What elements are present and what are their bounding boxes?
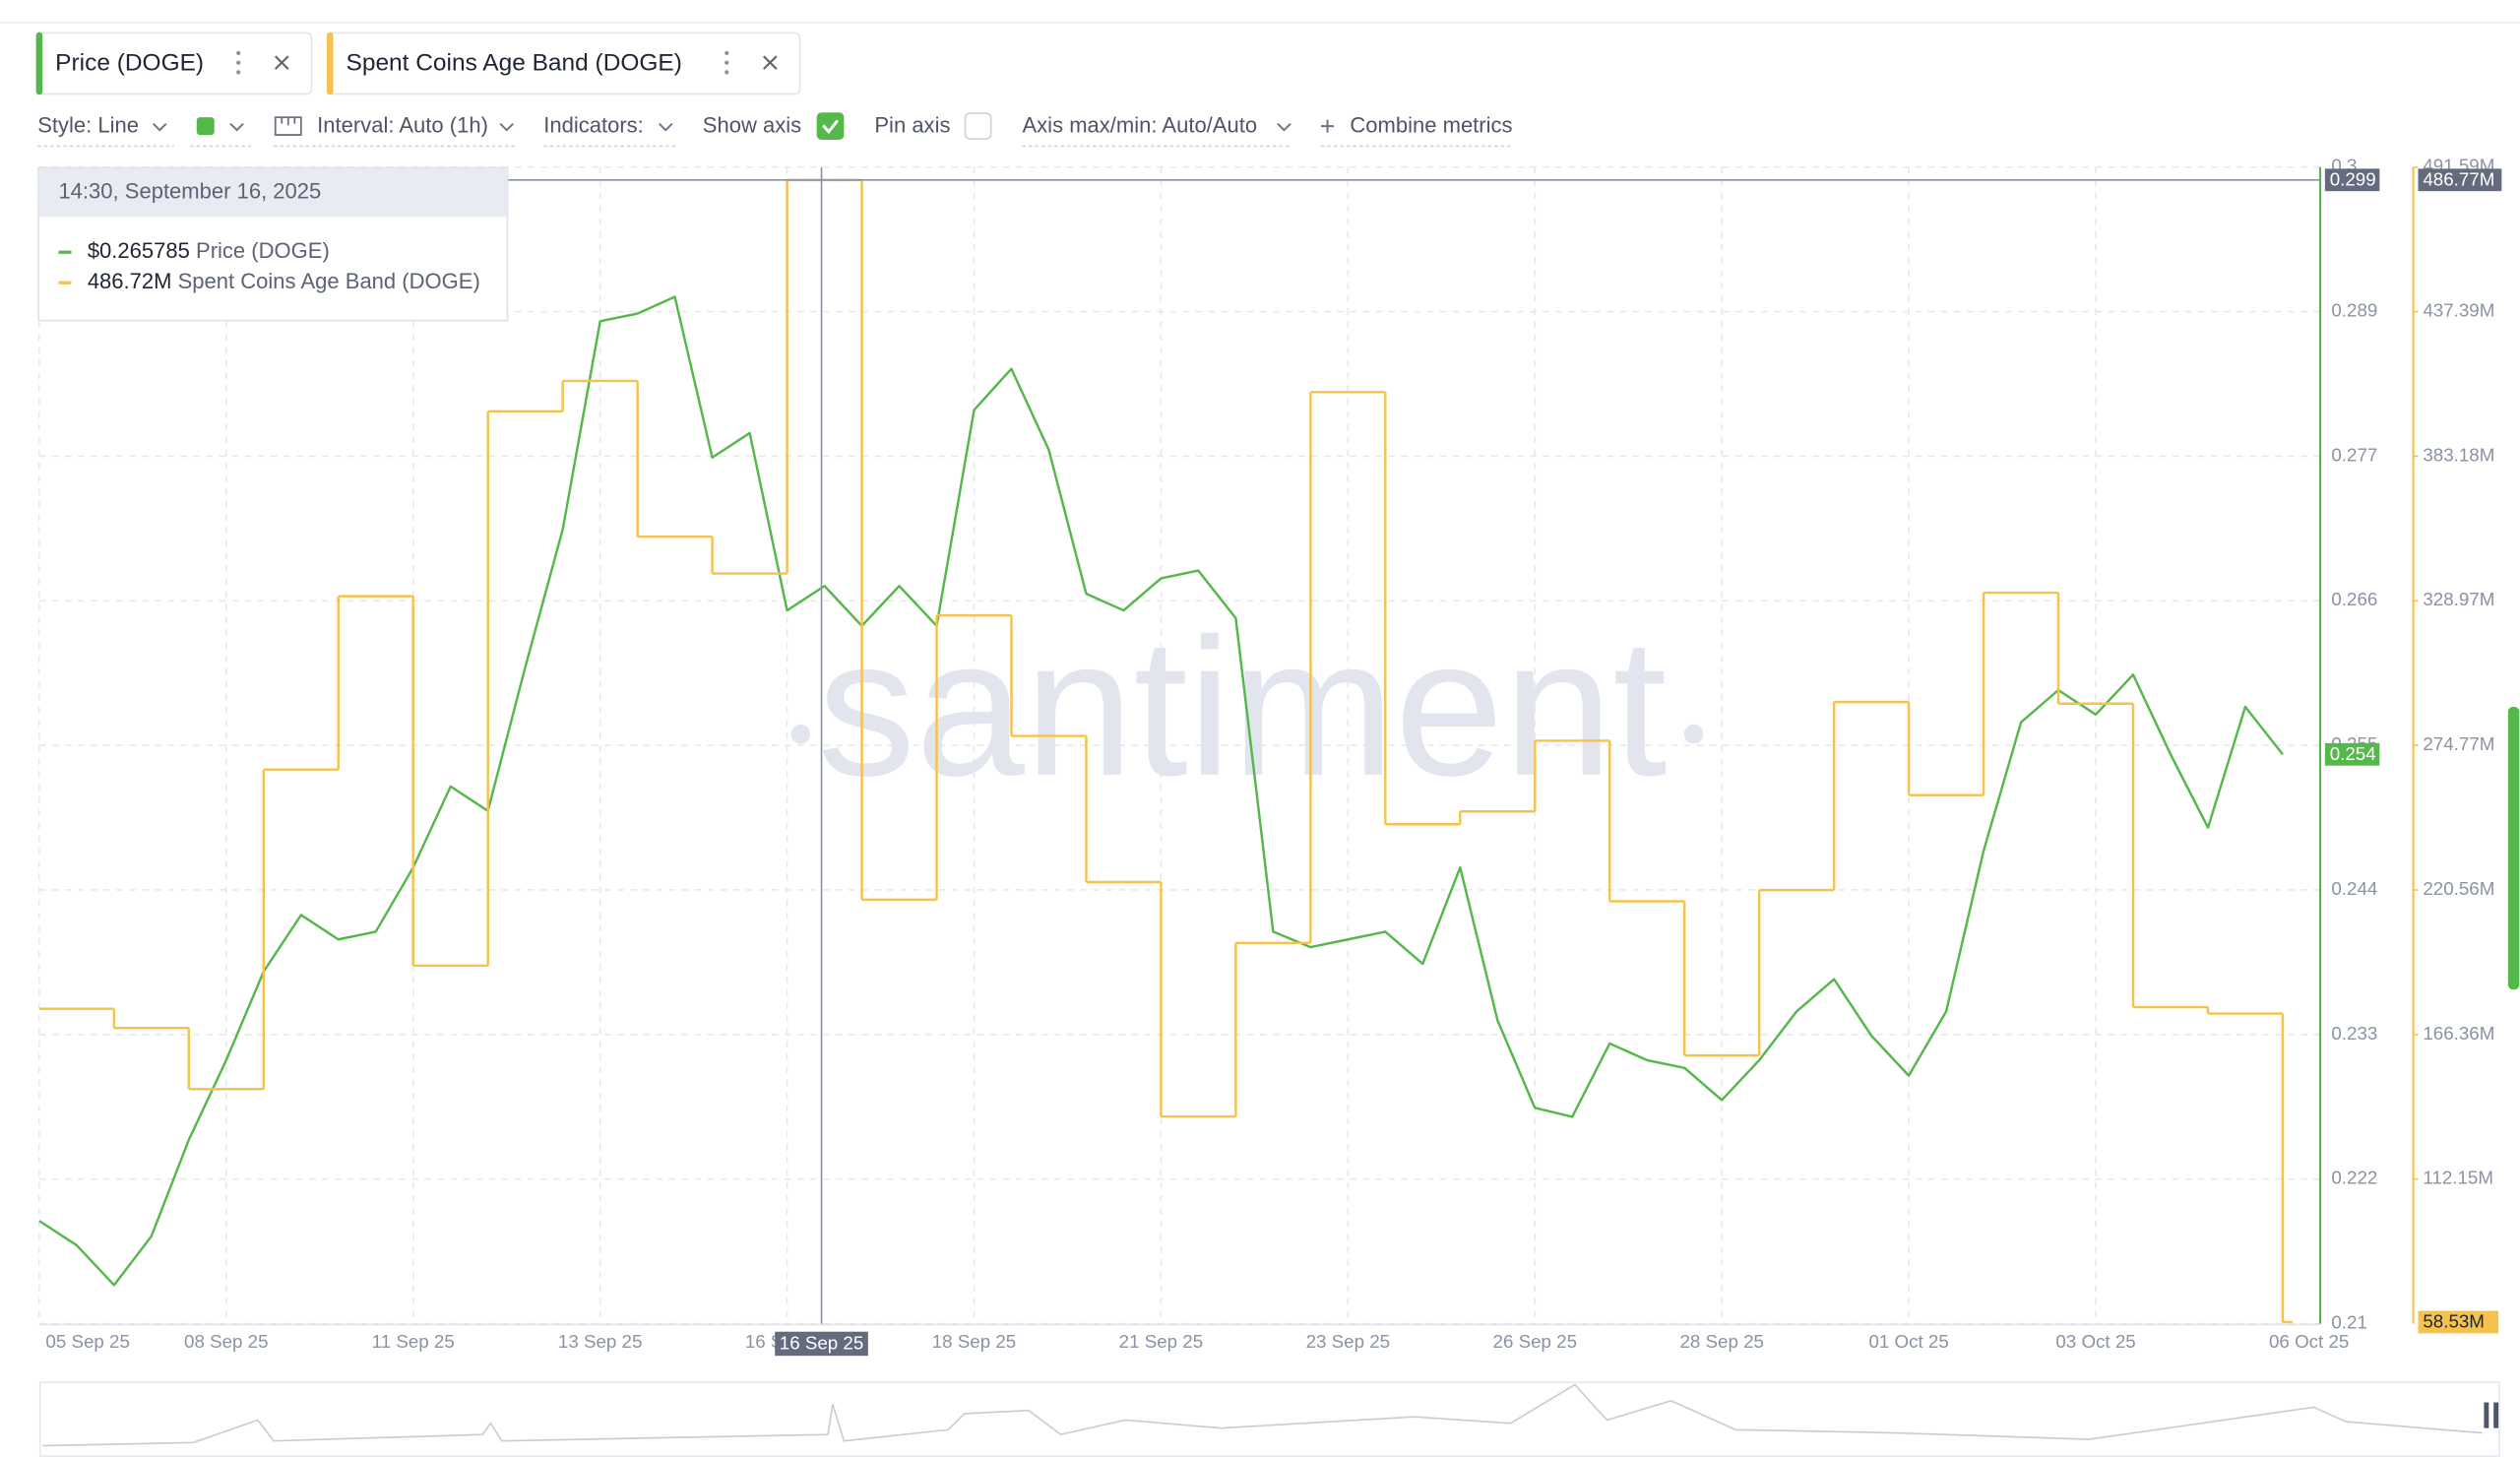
y2-tick-label: 328.97M	[2423, 589, 2494, 609]
tab-color	[326, 32, 334, 95]
navigator-handle[interactable]	[2484, 1402, 2489, 1428]
watermark-dot	[790, 724, 811, 744]
tooltip-item: 486.72M Spent Coins Age Band (DOGE)	[88, 269, 480, 293]
pin-axis-label: Pin axis	[874, 113, 950, 138]
plus-icon	[1321, 119, 1335, 133]
style-dropdown[interactable]: Style: Line	[37, 113, 139, 138]
crosshair-y-badge	[2324, 168, 2380, 192]
y2-tick-label: 112.15M	[2423, 1168, 2493, 1188]
x-tick-label: 18 Sep 25	[932, 1331, 1017, 1352]
show-axis-label: Show axis	[703, 113, 801, 138]
plot	[38, 166, 2415, 1324]
crosshair-x-badge	[775, 1331, 868, 1357]
x-tick-label: 08 Sep 25	[184, 1331, 268, 1352]
interval-dropdown[interactable]: Interval: Auto (1h)	[317, 113, 488, 138]
last-value-badge	[2324, 742, 2380, 766]
tab-label: Spent Coins Age Band (DOGE)	[346, 50, 682, 77]
watermark-dot	[1683, 724, 1704, 744]
tooltip-header	[38, 168, 507, 218]
x-tick-label: 13 Sep 25	[558, 1331, 643, 1352]
tab-menu[interactable]	[724, 50, 729, 75]
y-tick-label: 0.277	[2331, 444, 2377, 465]
tab-color	[35, 32, 43, 95]
tooltip-name: Spent Coins Age Band (DOGE)	[178, 269, 480, 293]
axis-minmax-dropdown[interactable]: Axis max/min: Auto/Auto	[1023, 113, 1258, 138]
navigator-line	[42, 1383, 2483, 1447]
x-tick-label: 03 Oct 25	[2055, 1331, 2135, 1352]
tooltip: 14:30, September 16, 2025 $0.265785 Pric…	[37, 166, 509, 322]
y2-tick-label: 166.36M	[2423, 1023, 2494, 1044]
tooltip-value: 486.72M	[88, 269, 172, 293]
y-tick-label: 0.222	[2331, 1168, 2377, 1188]
chevron	[229, 122, 244, 132]
x-tick-label: 01 Oct 25	[1868, 1331, 1948, 1352]
chevron	[659, 122, 673, 132]
pin-axis-checkbox[interactable]	[964, 112, 992, 140]
tooltip-item: $0.265785 Price (DOGE)	[88, 238, 330, 263]
tab-close[interactable]	[763, 55, 778, 70]
metric-tab[interactable]: Price (DOGE)	[35, 32, 313, 95]
checkmark	[822, 119, 840, 135]
show-axis-checkbox[interactable]	[816, 112, 845, 140]
navigator[interactable]	[38, 1381, 2500, 1457]
last-value-label: 58.53M	[2423, 1311, 2485, 1332]
combine-metrics-button[interactable]: Combine metrics	[1350, 113, 1512, 138]
y2-tick-label: 437.39M	[2423, 299, 2494, 320]
x-tick-label: 23 Sep 25	[1306, 1331, 1391, 1352]
last-value-label: 0.254	[2330, 743, 2376, 764]
crosshair-y-label: 0.299	[2330, 169, 2376, 190]
tooltip-name: Price (DOGE)	[196, 238, 330, 263]
tooltip-value: $0.265785	[88, 238, 190, 263]
last-value-badge	[2418, 1310, 2499, 1334]
tooltip-date: 14:30, September 16, 2025	[58, 179, 321, 204]
x-tick-label: 11 Sep 25	[372, 1331, 455, 1352]
chevron	[499, 122, 514, 132]
y-tick-label: 0.289	[2331, 300, 2377, 321]
indicators-dropdown[interactable]: Indicators:	[543, 113, 644, 138]
y-tick-label: 0.233	[2331, 1023, 2377, 1044]
navigator-handle[interactable]	[2493, 1402, 2499, 1428]
y2-tick-label: 383.18M	[2423, 444, 2494, 465]
x-tick-label: 05 Sep 25	[45, 1331, 129, 1352]
watermark: santiment	[818, 599, 1668, 817]
y-tick-label: 0.244	[2331, 878, 2377, 899]
y-tick-label: 0.21	[2331, 1312, 2367, 1333]
y-tick-label: 0.266	[2331, 589, 2377, 609]
crosshair-y2-badge	[2418, 168, 2502, 192]
tab-menu[interactable]	[236, 50, 241, 75]
chevron	[153, 122, 167, 132]
crosshair-y2-label: 486.77M	[2423, 169, 2494, 190]
navigator-box	[38, 1381, 2500, 1457]
metric-tab[interactable]: Spent Coins Age Band (DOGE)	[326, 32, 801, 95]
y2-tick-label: 274.77M	[2423, 733, 2494, 754]
x-tick-label: 06 Oct 25	[2269, 1331, 2349, 1352]
x-tick-label: 21 Sep 25	[1119, 1331, 1204, 1352]
tab-label: Price (DOGE)	[55, 50, 204, 77]
y2-tick-label: 220.56M	[2423, 878, 2494, 899]
color-swatch[interactable]	[196, 117, 215, 136]
crosshair-x-label: 16 Sep 25	[780, 1333, 864, 1354]
interval-icon	[274, 116, 302, 136]
x-tick-label: 26 Sep 25	[1493, 1331, 1578, 1352]
side-scroll[interactable]	[2507, 706, 2520, 990]
chevron	[1277, 122, 1292, 132]
x-tick-label: 28 Sep 25	[1679, 1331, 1763, 1352]
tab-close[interactable]	[274, 55, 289, 70]
